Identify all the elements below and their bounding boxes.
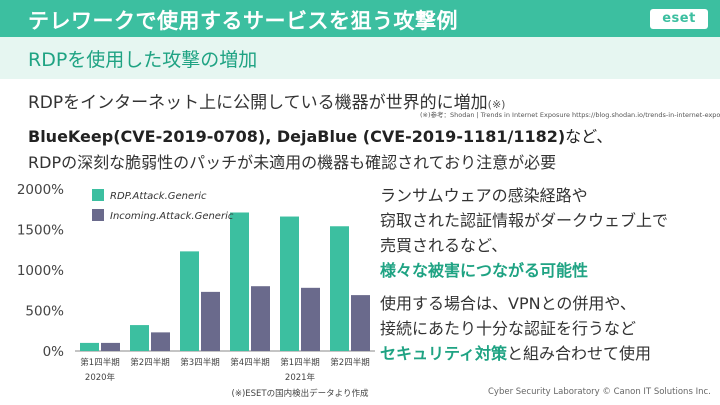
y-tick-label: 0% <box>43 344 65 360</box>
header-bar <box>0 0 720 37</box>
year-label-2021: 2021年 <box>285 372 316 383</box>
subheader-band <box>0 37 720 79</box>
risk-highlight: 様々な被害につながる可能性 <box>380 261 589 280</box>
statement-vulnerabilities: BlueKeep(CVE-2019-0708), DejaBlue (CVE-2… <box>28 123 612 147</box>
x-tick-label: 第4四半期 <box>230 357 269 368</box>
rec-line-3: セキュリティ対策と組み合わせて使用 <box>380 341 651 366</box>
x-tick-label: 第2四半期 <box>330 357 369 368</box>
rec-line-1: 使用する場合は、VPNとの併用や、 <box>380 294 636 313</box>
copyright-footer: Cyber Security Laboratory © Canon IT Sol… <box>488 387 711 397</box>
statement-rdp-exposure: RDPをインターネット上に公開している機器が世界的に増加(※) <box>28 88 505 113</box>
x-tick-label: 第1四半期 <box>80 357 119 368</box>
footnote-marker: (※) <box>487 98 506 111</box>
bar-incoming-attack <box>201 291 220 351</box>
legend-swatch <box>92 209 104 221</box>
statement-text: RDPをインターネット上に公開している機器が世界的に増加 <box>28 93 488 113</box>
legend-label: Incoming.Attack.Generic <box>110 211 234 222</box>
y-tick-label: 1500% <box>17 223 64 239</box>
bar-incoming-attack <box>151 332 170 351</box>
risk-line-2: 窃取された認証情報がダークウェブ上で <box>380 211 669 230</box>
risk-line-3: 売買されるなど、 <box>380 236 508 255</box>
year-label-2020: 2020年 <box>85 372 116 383</box>
y-tick-label: 1000% <box>17 263 64 279</box>
reference-note: (※)参考：Shodan | Trends in Internet Exposu… <box>420 111 720 119</box>
statement-patch-warning: RDPの深刻な脆弱性のパッチが未適用の機器も確認されており注意が必要 <box>28 153 557 172</box>
recommendation-paragraph: 使用する場合は、VPNとの併用や、 接続にあたり十分な認証を行うなど セキュリテ… <box>380 291 651 366</box>
bar-incoming-attack <box>251 286 270 351</box>
cve-list: BlueKeep(CVE-2019-0708), DejaBlue (CVE-2… <box>28 127 566 146</box>
rec-rest: と組み合わせて使用 <box>507 344 652 363</box>
cve-suffix: など、 <box>565 127 613 146</box>
detection-chart: 2000%1500%1000%500%0%第1四半期 第2四半期 第3四半期 第4四半… <box>17 182 375 399</box>
x-tick-label: 第3四半期 <box>180 357 219 368</box>
bar-rdp-attack <box>130 325 149 351</box>
legend-label: RDP.Attack.Generic <box>110 191 207 202</box>
eset-logo: eset <box>650 9 708 29</box>
bar-incoming-attack <box>351 295 370 351</box>
bar-rdp-attack <box>80 342 99 351</box>
rec-line-2: 接続にあたり十分な認証を行うなど <box>380 319 637 338</box>
bar-rdp-attack <box>180 251 199 351</box>
y-tick-label: 500% <box>25 304 64 320</box>
section-title: RDPを使用した攻撃の増加 <box>28 49 258 71</box>
risk-line-1: ランサムウェアの感染経路や <box>380 186 588 205</box>
page-title: テレワークで使用するサービスを狙う攻撃例 <box>28 9 458 33</box>
risk-paragraph: ランサムウェアの感染経路や 窃取された認証情報がダークウェブ上で 売買されるなど… <box>380 183 668 283</box>
x-tick-label: 第1四半期 <box>280 357 319 368</box>
y-tick-label: 2000% <box>17 182 64 198</box>
bar-rdp-attack <box>280 216 299 351</box>
bar-incoming-attack <box>101 342 120 351</box>
x-tick-label: 第2四半期 <box>130 357 169 368</box>
bar-rdp-attack <box>330 226 349 351</box>
bar-incoming-attack <box>301 287 320 351</box>
chart-source-note: (※)ESETの国内検出データより作成 <box>232 388 369 399</box>
bar-rdp-attack <box>230 212 249 351</box>
rec-highlight: セキュリティ対策 <box>380 344 508 363</box>
legend-swatch <box>92 189 104 201</box>
